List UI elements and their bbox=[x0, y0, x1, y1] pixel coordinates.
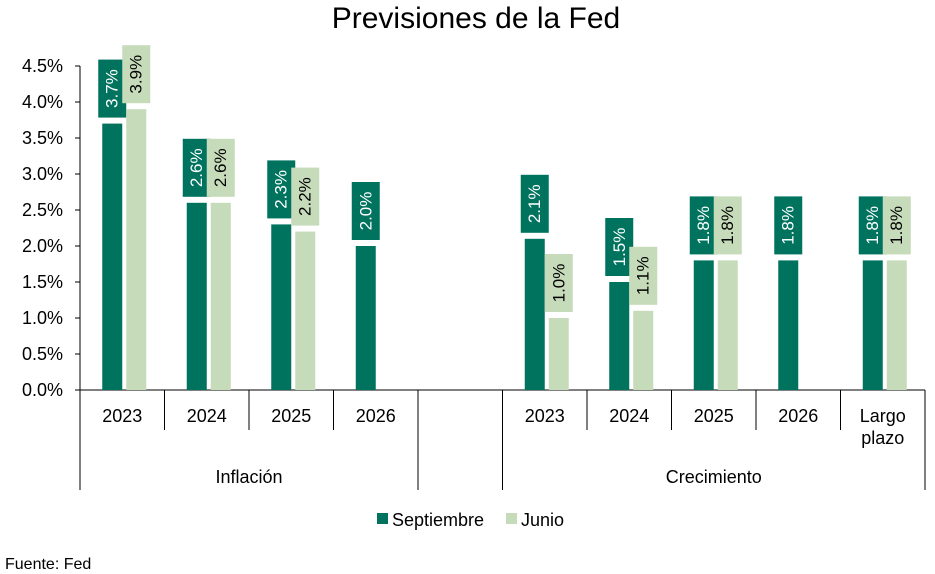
data-label-box bbox=[206, 138, 235, 197]
x-tick-label: Largo bbox=[860, 406, 906, 426]
y-tick-label: 3.0% bbox=[22, 164, 63, 184]
bar-junio bbox=[886, 260, 907, 390]
data-label: 2.1% bbox=[525, 184, 544, 223]
bar-junio bbox=[126, 109, 147, 390]
data-label-box bbox=[858, 196, 887, 255]
y-tick-label: 1.0% bbox=[22, 308, 63, 328]
data-label-box bbox=[98, 59, 127, 118]
y-tick-label: 2.0% bbox=[22, 236, 63, 256]
y-tick-label: 0.5% bbox=[22, 344, 63, 364]
data-label: 2.2% bbox=[296, 177, 315, 216]
data-label: 1.5% bbox=[610, 228, 629, 267]
y-tick-label: 4.0% bbox=[22, 92, 63, 112]
bar-junio bbox=[633, 310, 654, 390]
group-label: Crecimiento bbox=[666, 467, 762, 487]
bar-junio bbox=[548, 318, 569, 390]
legend-label: Septiembre bbox=[392, 510, 484, 530]
x-tick-label: 2024 bbox=[187, 406, 227, 426]
x-tick-label: 2026 bbox=[356, 406, 396, 426]
data-label: 3.9% bbox=[127, 55, 146, 94]
data-label: 1.1% bbox=[634, 256, 653, 295]
bar-septiembre bbox=[355, 246, 376, 390]
data-label-box bbox=[605, 218, 634, 276]
legend-swatch bbox=[377, 513, 388, 524]
data-label: 2.6% bbox=[211, 148, 230, 187]
bar-septiembre bbox=[609, 282, 630, 390]
legend-swatch bbox=[506, 513, 517, 524]
y-tick-label: 1.5% bbox=[22, 272, 63, 292]
source-note: Fuente: Fed bbox=[5, 556, 91, 573]
x-tick-label: 2025 bbox=[694, 406, 734, 426]
data-label-box bbox=[629, 246, 658, 305]
data-label-box bbox=[520, 174, 549, 233]
data-label-box bbox=[689, 196, 718, 255]
chart-title: Previsiones de la Fed bbox=[332, 2, 621, 35]
data-label-box bbox=[713, 196, 742, 255]
data-label: 2.0% bbox=[356, 192, 375, 231]
data-label: 1.8% bbox=[718, 206, 737, 245]
group-label: Inflación bbox=[215, 467, 282, 487]
data-label: 1.8% bbox=[887, 206, 906, 245]
x-tick-label: 2023 bbox=[525, 406, 565, 426]
data-label: 1.8% bbox=[779, 206, 798, 245]
data-label-box bbox=[267, 160, 296, 219]
data-label-box bbox=[882, 196, 911, 255]
data-label-box bbox=[774, 196, 803, 255]
legend-label: Junio bbox=[521, 510, 564, 530]
data-label: 1.0% bbox=[549, 264, 568, 303]
data-label-box bbox=[291, 167, 320, 226]
bar-septiembre bbox=[693, 260, 714, 390]
data-label: 1.8% bbox=[863, 206, 882, 245]
bar-junio bbox=[295, 231, 316, 390]
y-tick-label: 0.0% bbox=[22, 380, 63, 400]
bar-junio bbox=[210, 202, 231, 390]
y-tick-label: 3.5% bbox=[22, 128, 63, 148]
x-tick-label: 2024 bbox=[609, 406, 649, 426]
bar-septiembre bbox=[524, 238, 545, 390]
data-label: 3.7% bbox=[103, 69, 122, 108]
bar-septiembre bbox=[271, 224, 292, 390]
data-label: 2.6% bbox=[187, 148, 206, 187]
bar-septiembre bbox=[778, 260, 799, 390]
data-label-box bbox=[122, 45, 151, 104]
x-tick-label: 2025 bbox=[271, 406, 311, 426]
data-label: 2.3% bbox=[272, 170, 291, 209]
data-label-box bbox=[544, 254, 573, 312]
x-tick-label: 2023 bbox=[102, 406, 142, 426]
x-tick-label: 2026 bbox=[778, 406, 818, 426]
x-tick-label: plazo bbox=[861, 428, 904, 448]
data-label-box bbox=[182, 138, 211, 197]
bar-septiembre bbox=[102, 123, 123, 390]
bar-junio bbox=[717, 260, 738, 390]
y-tick-label: 4.5% bbox=[22, 56, 63, 76]
y-tick-label: 2.5% bbox=[22, 200, 63, 220]
data-label: 1.8% bbox=[694, 206, 713, 245]
bar-septiembre bbox=[186, 202, 207, 390]
bar-septiembre bbox=[862, 260, 883, 390]
data-label-box bbox=[351, 182, 380, 240]
